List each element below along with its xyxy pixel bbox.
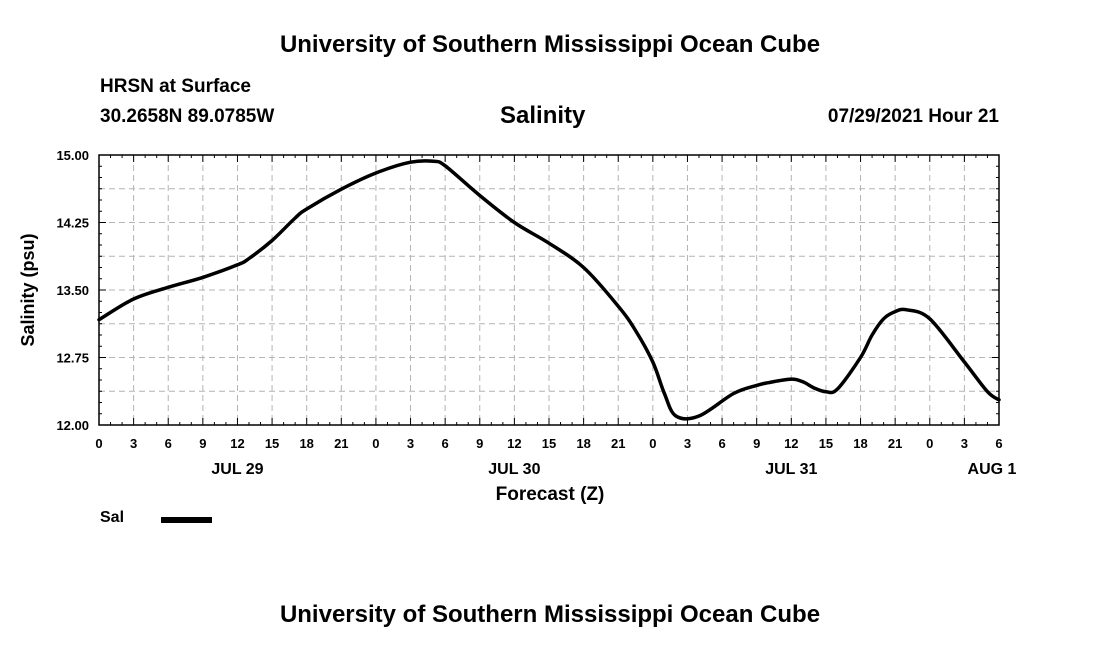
day-label: JUL 29 (211, 461, 263, 478)
legend-label: Sal (100, 509, 125, 526)
chart-title: Salinity (500, 102, 586, 129)
footer-title: University of Southern Mississippi Ocean… (279, 601, 821, 628)
x-tick-label: 3 (961, 436, 968, 451)
y-tick-label: 14.25 (56, 216, 89, 231)
x-tick-label: 3 (407, 436, 414, 451)
x-tick-label: 3 (684, 436, 691, 451)
x-tick-label: 12 (230, 436, 244, 451)
x-tick-label: 6 (718, 436, 725, 451)
y-tick-label: 15.00 (56, 148, 89, 163)
y-tick-label: 12.00 (56, 418, 89, 433)
day-label: JUL 31 (765, 461, 817, 478)
x-tick-label: 0 (95, 436, 102, 451)
page-title: University of Southern Mississippi Ocean… (279, 31, 821, 58)
x-tick-label: 15 (819, 436, 833, 451)
x-tick-label: 9 (199, 436, 206, 451)
day-label: JUL 30 (488, 461, 540, 478)
axes (98, 154, 1000, 426)
x-tick-label: 6 (442, 436, 449, 451)
station-coordinates: 30.2658N 89.0785W (100, 106, 275, 127)
x-tick-label: 18 (576, 436, 590, 451)
x-tick-label: 18 (299, 436, 313, 451)
x-tick-label: 6 (995, 436, 1002, 451)
x-tick-label: 0 (649, 436, 656, 451)
x-tick-label: 3 (130, 436, 137, 451)
axis-labels: 12.00 12.75 13.50 14.25 15.00 0 3 6 9 12 15 18 21 0 3 6… (18, 148, 1017, 505)
station-label: HRSN at Surface (100, 76, 251, 97)
x-tick-label: 6 (165, 436, 172, 451)
legend-swatch (161, 517, 212, 523)
y-axis-title: Salinity (psu) (18, 233, 38, 346)
x-tick-label: 0 (926, 436, 933, 451)
x-tick-label: 12 (507, 436, 521, 451)
x-tick-label: 12 (784, 436, 798, 451)
x-tick-label: 15 (265, 436, 279, 451)
series-line-sal (97, 159, 1001, 421)
x-tick-label: 9 (753, 436, 760, 451)
y-tick-label: 12.75 (56, 351, 89, 366)
x-axis-title: Forecast (Z) (496, 484, 605, 505)
series-layer (97, 159, 1001, 421)
x-tick-label: 18 (853, 436, 867, 451)
x-tick-label: 15 (542, 436, 556, 451)
x-tick-label: 9 (476, 436, 483, 451)
x-tick-label: 21 (611, 436, 625, 451)
x-tick-label: 21 (888, 436, 902, 451)
grid-lines (99, 155, 999, 425)
forecast-datetime: 07/29/2021 Hour 21 (827, 106, 999, 127)
x-tick-label: 21 (334, 436, 348, 451)
y-tick-label: 13.50 (56, 283, 89, 298)
x-tick-label: 0 (372, 436, 379, 451)
day-label: AUG 1 (968, 461, 1017, 478)
